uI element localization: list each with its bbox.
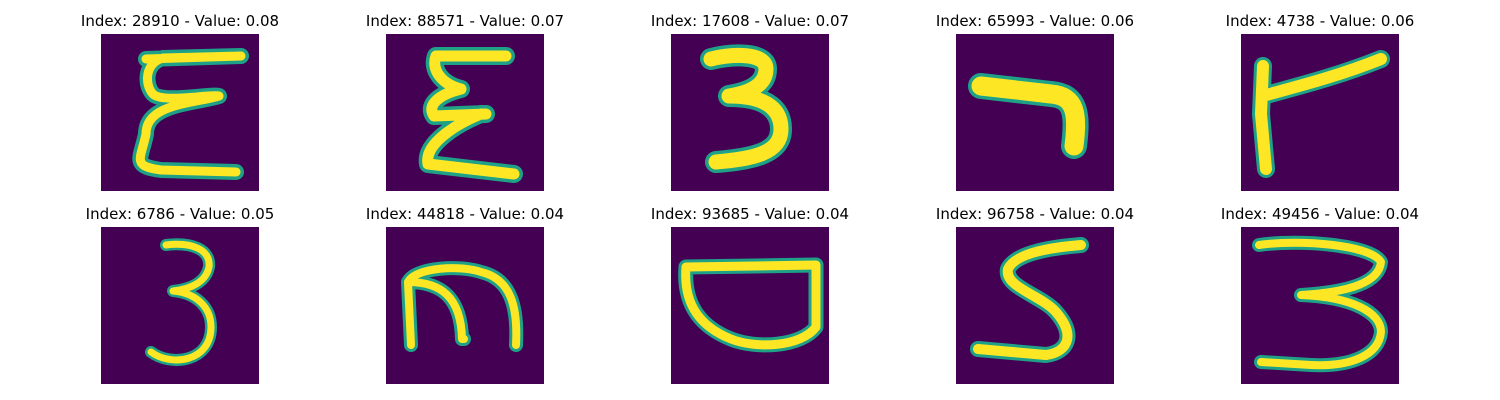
digit-image <box>956 227 1114 384</box>
panel-8: Index: 93685 - Value: 0.04 <box>640 205 860 391</box>
panel-title: Index: 93685 - Value: 0.04 <box>650 205 850 223</box>
digit-image <box>671 34 829 191</box>
panel-title: Index: 6786 - Value: 0.05 <box>85 205 275 223</box>
digit-image <box>1241 34 1399 191</box>
panel-3: Index: 17608 - Value: 0.07 <box>640 12 860 198</box>
panel-title: Index: 65993 - Value: 0.06 <box>935 12 1135 30</box>
panel-title: Index: 49456 - Value: 0.04 <box>1220 205 1420 223</box>
digit-image <box>386 34 544 191</box>
panel-1: Index: 28910 - Value: 0.08 <box>70 12 290 198</box>
panel-4: Index: 65993 - Value: 0.06 <box>925 12 1145 198</box>
digit-image <box>386 227 544 384</box>
panel-title: Index: 88571 - Value: 0.07 <box>365 12 565 30</box>
digit-image <box>101 34 259 191</box>
digit-image <box>671 227 829 384</box>
panel-title: Index: 28910 - Value: 0.08 <box>80 12 280 30</box>
panel-title: Index: 96758 - Value: 0.04 <box>935 205 1135 223</box>
panel-title: Index: 4738 - Value: 0.06 <box>1225 12 1415 30</box>
panel-title: Index: 17608 - Value: 0.07 <box>650 12 850 30</box>
digit-image <box>101 227 259 384</box>
panel-6: Index: 6786 - Value: 0.05 <box>70 205 290 391</box>
panel-5: Index: 4738 - Value: 0.06 <box>1210 12 1430 198</box>
panel-title: Index: 44818 - Value: 0.04 <box>365 205 565 223</box>
panel-7: Index: 44818 - Value: 0.04 <box>355 205 575 391</box>
digit-image <box>956 34 1114 191</box>
panel-9: Index: 96758 - Value: 0.04 <box>925 205 1145 391</box>
digit-image <box>1241 227 1399 384</box>
panel-2: Index: 88571 - Value: 0.07 <box>355 12 575 198</box>
panel-10: Index: 49456 - Value: 0.04 <box>1210 205 1430 391</box>
